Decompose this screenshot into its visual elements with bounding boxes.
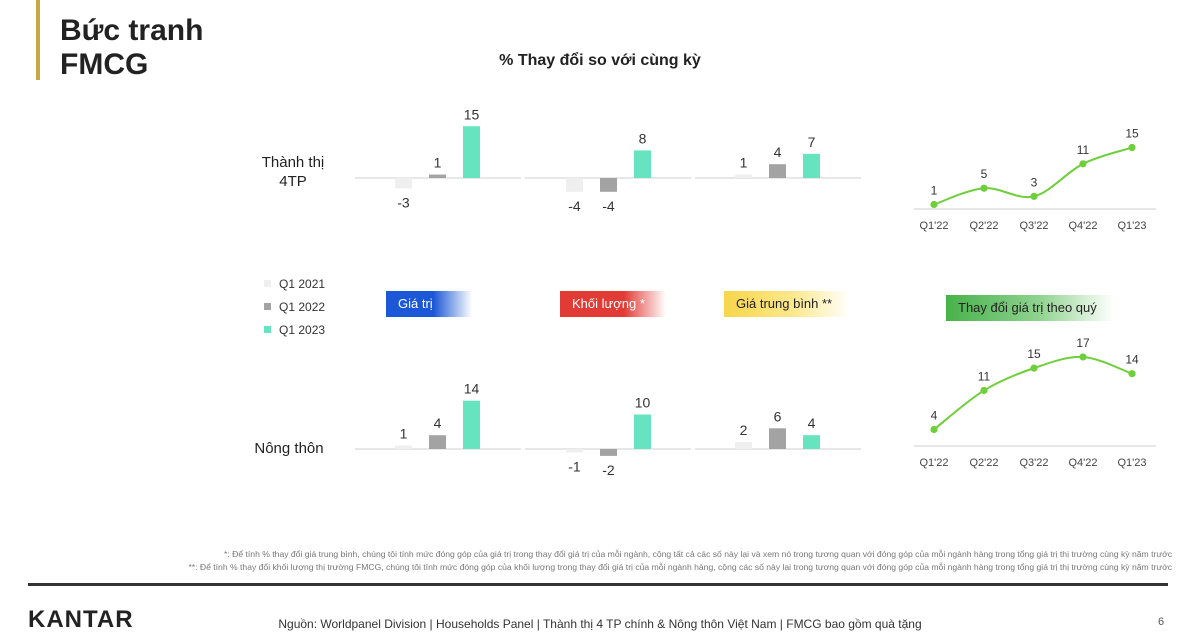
bar-urban-g3-s3 [803, 153, 820, 178]
line-label-rural-4: 17 [1076, 336, 1090, 350]
bar-urban-g1-s2 [429, 174, 446, 178]
bar-rural-g2-s2 [600, 449, 617, 456]
bar-rural-g1-s2 [429, 435, 446, 449]
bar-rural-g2-s3 [634, 414, 651, 449]
tag-quarterly: Thay đổi giá trị theo quý [946, 295, 1114, 321]
bar-urban-g1-s3 [463, 126, 480, 178]
bar-label-urban-g1-s1: -3 [397, 194, 410, 210]
line-tick-rural-1: Q1'22 [919, 457, 948, 469]
bar-label-urban-g3-s3: 7 [808, 134, 816, 150]
line-tick-urban-3: Q3'22 [1019, 220, 1048, 232]
bar-label-urban-g1-s2: 1 [434, 155, 442, 171]
bar-label-rural-g1-s1: 1 [400, 426, 408, 442]
bar-rural-g2-s1 [566, 449, 583, 453]
line-point-rural-2 [980, 386, 988, 395]
line-label-urban-2: 5 [981, 167, 988, 181]
line-point-rural-5 [1128, 370, 1136, 378]
bar-label-rural-g3-s1: 2 [740, 422, 748, 438]
line-label-rural-3: 15 [1027, 347, 1041, 361]
legend-label-q1-2023: Q1 2023 [279, 322, 326, 337]
line-label-urban-5: 15 [1125, 127, 1139, 141]
line-tick-urban-4: Q4'22 [1068, 220, 1097, 232]
bar-label-urban-g2-s3: 8 [639, 130, 647, 146]
bar-label-rural-g1-s3: 14 [464, 381, 480, 397]
tag-avg-price: Giá trung bình ** [724, 291, 850, 317]
bar-label-rural-g3-s3: 4 [808, 415, 816, 431]
tag-volume: Khối lượng * [560, 291, 666, 317]
legend-label-q1-2021: Q1 2021 [279, 276, 326, 291]
footnote-2: **: Để tính % thay đổi khối lượng thị tr… [188, 562, 1172, 572]
footnote-1: *: Để tính % thay đổi giá trung bình, ch… [224, 549, 1172, 559]
line-tick-urban-1: Q1'22 [919, 220, 948, 232]
line-label-rural-1: 4 [931, 409, 938, 423]
accent-bar [36, 0, 40, 80]
row-label-urban: Thành thị 4TP [261, 154, 325, 190]
bar-label-urban-g2-s1: -4 [568, 198, 581, 214]
legend-swatch-q1-2021 [264, 280, 271, 287]
bar-label-rural-g2-s2: -2 [602, 462, 615, 478]
bar-label-rural-g3-s2: 6 [774, 408, 782, 424]
line-tick-rural-5: Q1'23 [1117, 457, 1146, 469]
line-tick-rural-4: Q4'22 [1068, 457, 1097, 469]
line-label-rural-2: 11 [978, 369, 991, 383]
line-point-urban-4 [1079, 160, 1087, 168]
line-label-urban-3: 3 [1031, 175, 1038, 189]
line-label-rural-5: 14 [1125, 353, 1139, 367]
bar-label-rural-g2-s3: 10 [635, 395, 651, 411]
bar-label-urban-g2-s2: -4 [602, 198, 615, 214]
tag-value: Giá trị [386, 291, 472, 317]
bar-urban-g2-s2 [600, 178, 617, 192]
line-point-rural-1 [930, 425, 938, 434]
bar-rural-g3-s2 [769, 428, 786, 449]
bar-rural-g1-s3 [463, 400, 480, 449]
source-text: Nguồn: Worldpanel Division | Households … [278, 617, 922, 631]
legend-label-q1-2022: Q1 2022 [279, 299, 326, 314]
legend-swatch-q1-2023 [264, 326, 271, 333]
line-point-urban-3 [1030, 192, 1038, 200]
legend-item-q1-2021: Q1 2021 [264, 272, 325, 295]
bar-label-urban-g3-s1: 1 [740, 155, 748, 171]
chart-title: % Thay đổi so với cùng kỳ [499, 52, 701, 69]
bar-rural-g3-s1 [735, 442, 752, 449]
bar-label-urban-g1-s3: 15 [464, 106, 480, 122]
legend: Q1 2021 Q1 2022 Q1 2023 [264, 272, 325, 341]
line-point-urban-5 [1128, 143, 1136, 152]
line-point-urban-1 [930, 200, 938, 209]
bar-label-rural-g2-s1: -1 [568, 458, 581, 474]
line-tick-rural-3: Q3'22 [1019, 457, 1048, 469]
line-label-urban-4: 11 [1077, 143, 1090, 157]
legend-item-q1-2023: Q1 2023 [264, 318, 325, 341]
line-point-rural-3 [1030, 364, 1038, 372]
bar-label-urban-g3-s2: 4 [774, 144, 782, 160]
bar-rural-g1-s1 [395, 445, 412, 449]
footer-rule [28, 583, 1168, 586]
bar-urban-g2-s3 [634, 150, 651, 178]
legend-item-q1-2022: Q1 2022 [264, 295, 325, 318]
line-label-urban-1: 1 [931, 184, 938, 198]
line-point-rural-4 [1079, 353, 1087, 361]
row-label-rural: Nông thôn [254, 440, 324, 457]
bar-urban-g1-s1 [395, 178, 412, 189]
page-number: 6 [1158, 616, 1165, 628]
bar-label-rural-g1-s2: 4 [434, 415, 442, 431]
line-tick-rural-2: Q2'22 [969, 457, 998, 469]
kantar-logo: KANTAR [28, 606, 134, 633]
line-tick-urban-5: Q1'23 [1117, 220, 1146, 232]
bar-urban-g3-s2 [769, 164, 786, 178]
line-point-urban-2 [980, 184, 988, 192]
bar-rural-g3-s3 [803, 435, 820, 449]
legend-swatch-q1-2022 [264, 303, 271, 310]
bar-urban-g2-s1 [566, 178, 583, 192]
bar-urban-g3-s1 [735, 174, 752, 178]
slide-title: Bức tranh FMCG [60, 14, 204, 81]
line-tick-urban-2: Q2'22 [969, 220, 998, 232]
